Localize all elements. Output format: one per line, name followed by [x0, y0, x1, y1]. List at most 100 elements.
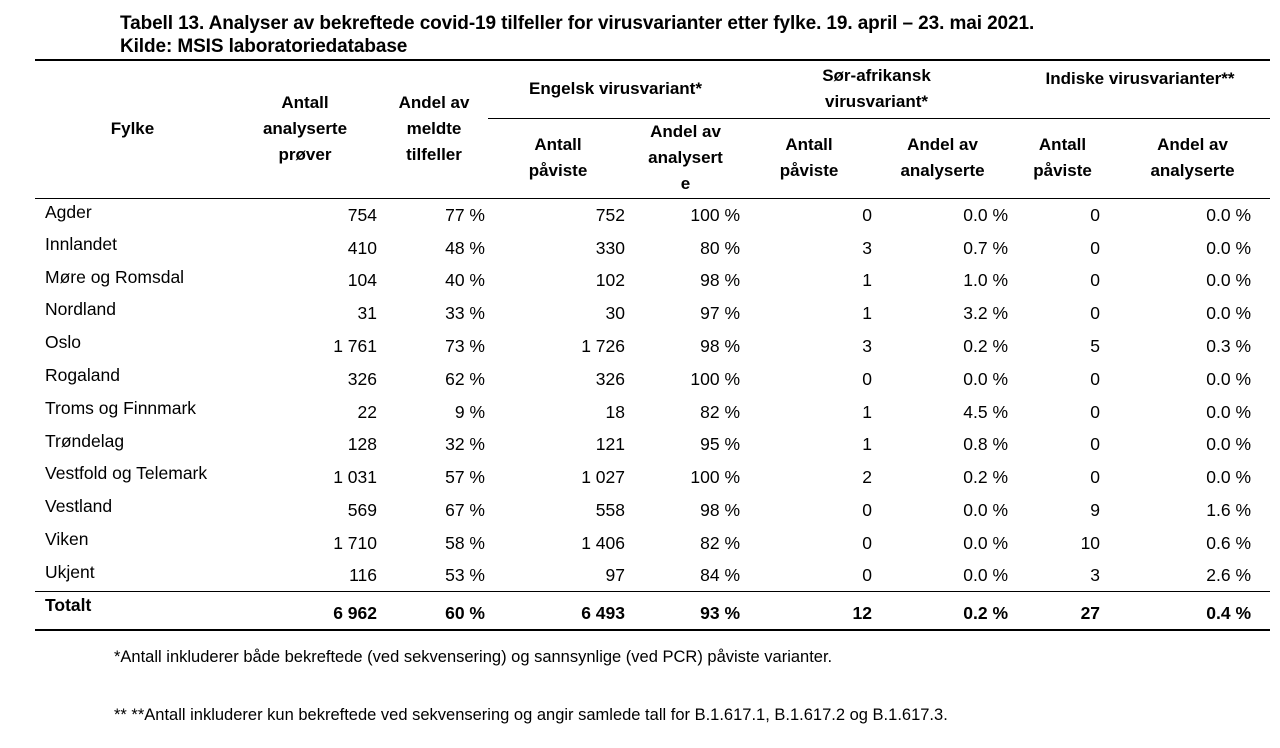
fylke-cell: Troms og Finnmark	[45, 397, 197, 418]
value-cell: 0.0 %	[1206, 368, 1252, 389]
sub-header-row: Antall påviste Andel av analysert e Anta…	[35, 118, 1271, 199]
fylke-cell: Innlandet	[45, 233, 118, 254]
value-cell: 0.7 %	[963, 237, 1009, 258]
value-cell: 67 %	[445, 499, 485, 520]
value-cell: 0.8 %	[963, 434, 1009, 455]
value-cell: 1 406	[581, 532, 625, 553]
value-cell: 0	[862, 368, 873, 389]
value-cell: 0.0 %	[1206, 303, 1252, 324]
value-cell: 100 %	[690, 204, 741, 225]
value-cell: 326	[595, 368, 625, 389]
table-row: Nordland 31 33 % 30 97 % 1 3.2 % 0 0.0 %	[35, 296, 1270, 329]
value-cell: 0	[862, 565, 873, 586]
value-cell: 128	[347, 434, 377, 455]
value-cell: 0.0 %	[1206, 434, 1252, 455]
total-value-cell: 60 %	[380, 591, 488, 631]
value-cell: 100 %	[690, 368, 741, 389]
subheader-engelsk-antall-paviste: Antall påviste	[488, 118, 628, 199]
value-cell: 116	[349, 565, 377, 586]
value-cell: 77 %	[445, 204, 485, 225]
table-header: Fylke Antall analyserte prøver Andel av …	[35, 60, 1271, 199]
value-cell: 4.5 %	[963, 401, 1009, 422]
value-cell: 0.2 %	[963, 335, 1009, 356]
footnote-sekvensering: ** **Antall inkluderer kun bekreftede ve…	[114, 705, 948, 724]
value-cell: 2.6 %	[1206, 565, 1252, 586]
total-label: Totalt	[35, 591, 230, 631]
value-cell: 1 726	[581, 335, 625, 356]
value-cell: 2	[862, 467, 873, 488]
subheader-indiske-andel-analyserte: Andel av analyserte	[1115, 118, 1271, 199]
subheader-sorafrikansk-andel-analyserte: Andel av analyserte	[875, 118, 1011, 199]
value-cell: 97 %	[700, 303, 741, 324]
value-cell: 754	[347, 204, 377, 225]
group-header-engelsk-variant: Engelsk virusvariant*	[488, 60, 744, 119]
value-cell: 0.0 %	[963, 499, 1009, 520]
value-cell: 1	[862, 303, 873, 324]
value-cell: 0	[862, 532, 873, 553]
fylke-cell: Agder	[45, 201, 92, 222]
value-cell: 0.0 %	[963, 532, 1009, 553]
group-header-sorafrikansk-variant: Sør-afrikansk virusvariant*	[743, 60, 1011, 119]
value-cell: 84 %	[700, 565, 741, 586]
total-value-cell: 0.4 %	[1115, 591, 1271, 631]
value-cell: 58 %	[445, 532, 485, 553]
value-cell: 0	[1090, 270, 1101, 291]
total-value-cell: 6 493	[488, 591, 628, 631]
total-row: Totalt 6 962 60 % 6 493 93 % 12 0.2 % 27…	[35, 591, 1271, 631]
value-cell: 48 %	[445, 237, 485, 258]
value-cell: 1	[862, 401, 873, 422]
table-title: Tabell 13. Analyser av bekreftede covid-…	[120, 13, 1035, 34]
column-header-andel-meldte: Andel av meldte tilfeller	[380, 60, 488, 199]
value-cell: 0	[1090, 467, 1101, 488]
total-value-cell: 0.2 %	[875, 591, 1011, 631]
fylke-cell: Rogaland	[45, 364, 120, 385]
value-cell: 121	[595, 434, 625, 455]
value-cell: 98 %	[700, 270, 741, 291]
value-cell: 0.2 %	[963, 467, 1009, 488]
value-cell: 82 %	[700, 401, 741, 422]
value-cell: 97	[605, 565, 625, 586]
value-cell: 0	[1090, 401, 1101, 422]
table-row: Agder 754 77 % 752 100 % 0 0.0 % 0 0.0 %	[35, 198, 1270, 231]
value-cell: 5	[1090, 335, 1101, 356]
table-row: Troms og Finnmark 22 9 % 18 82 % 1 4.5 % 0 0.0 %	[35, 395, 1270, 428]
value-cell: 31	[357, 303, 377, 324]
fylke-cell: Trøndelag	[45, 430, 125, 451]
fylke-cell: Vestland	[45, 496, 113, 517]
value-cell: 0.0 %	[963, 368, 1009, 389]
value-cell: 98 %	[700, 335, 741, 356]
value-cell: 98 %	[700, 499, 741, 520]
table-row: Møre og Romsdal 104 40 % 102 98 % 1 1.0 % 0 0.0 …	[35, 264, 1270, 297]
value-cell: 3	[862, 237, 873, 258]
value-cell: 100 %	[690, 467, 741, 488]
value-cell: 0	[1090, 434, 1101, 455]
value-cell: 1	[862, 434, 873, 455]
value-cell: 0.0 %	[1206, 401, 1252, 422]
value-cell: 10	[1080, 532, 1101, 553]
value-cell: 0.0 %	[963, 565, 1009, 586]
value-cell: 40 %	[445, 270, 485, 291]
table-row: Viken 1 710 58 % 1 406 82 % 0 0.0 % 10 0.6 %	[35, 526, 1270, 559]
table-row: Vestfold og Telemark 1 031 57 % 1 027 100 % 2…	[35, 460, 1270, 493]
table-row: Ukjent 116 53 % 97 84 % 0 0.0 % 3 2.6 %	[35, 559, 1270, 592]
value-cell: 0	[1090, 237, 1101, 258]
value-cell: 0	[1090, 204, 1101, 225]
value-cell: 1 031	[333, 467, 377, 488]
table-row: Rogaland 326 62 % 326 100 % 0 0.0 % 0 0.0 %	[35, 362, 1270, 395]
table-row: Trøndelag 128 32 % 121 95 % 1 0.8 % 0 0.0 %	[35, 428, 1270, 461]
value-cell: 1.6 %	[1206, 499, 1252, 520]
value-cell: 0	[1090, 368, 1101, 389]
fylke-cell: Møre og Romsdal	[45, 266, 185, 287]
value-cell: 9	[1090, 499, 1101, 520]
column-header-fylke: Fylke	[35, 60, 230, 199]
value-cell: 80 %	[700, 237, 741, 258]
total-value-cell: 93 %	[628, 591, 744, 631]
value-cell: 82 %	[700, 532, 741, 553]
total-value-cell: 27	[1010, 591, 1116, 631]
fylke-cell: Ukjent	[45, 561, 95, 582]
value-cell: 3	[862, 335, 873, 356]
table-row: Innlandet 410 48 % 330 80 % 3 0.7 % 0 0.0 %	[35, 231, 1270, 264]
table-caption: Tabell 13. Analyser av bekreftede covid-…	[120, 12, 1280, 58]
value-cell: 1	[862, 270, 873, 291]
value-cell: 0.3 %	[1206, 335, 1252, 356]
